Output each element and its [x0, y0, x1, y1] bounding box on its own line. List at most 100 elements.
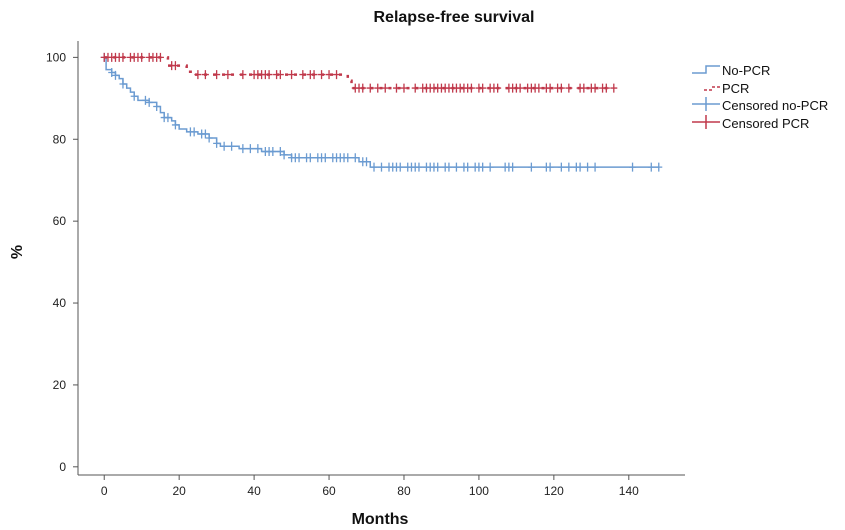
censor-mark-pcr: [213, 70, 221, 80]
censor-mark-no-pcr: [280, 150, 288, 160]
censor-mark-pcr: [276, 70, 284, 80]
legend-swatch-censored-pcr: [692, 115, 720, 129]
censor-mark-no-pcr: [584, 162, 592, 172]
series-layer: [100, 52, 663, 172]
censor-mark-pcr: [239, 70, 247, 80]
censor-mark-pcr: [325, 70, 333, 80]
legend-label-censored-no-pcr: Censored no-PCR: [722, 98, 828, 113]
axes: [77, 41, 685, 476]
x-tick-label: 120: [544, 484, 564, 498]
censor-mark-no-pcr: [445, 162, 453, 172]
censor-mark-no-pcr: [246, 144, 254, 154]
chart-title: Relapse-free survival: [374, 9, 535, 26]
y-tick-label: 20: [53, 378, 67, 392]
censor-mark-no-pcr: [306, 153, 314, 163]
censor-mark-no-pcr: [486, 162, 494, 172]
censor-mark-pcr: [224, 70, 232, 80]
censor-mark-no-pcr: [415, 162, 423, 172]
censor-mark-no-pcr: [213, 138, 221, 148]
x-axis-label: Months: [352, 511, 409, 528]
censor-mark-no-pcr: [576, 162, 584, 172]
censor-mark-pcr: [171, 61, 179, 71]
censor-mark-pcr: [374, 83, 382, 93]
censor-mark-pcr: [333, 70, 341, 80]
censor-mark-no-pcr: [370, 162, 378, 172]
censor-mark-no-pcr: [141, 95, 149, 105]
x-ticks: 0 20 40 60 80 100 120 140: [101, 475, 639, 498]
censor-mark-pcr: [156, 52, 164, 62]
censor-mark-no-pcr: [591, 162, 599, 172]
censor-mark-pcr: [400, 83, 408, 93]
x-tick-label: 0: [101, 484, 108, 498]
censor-mark-no-pcr: [363, 157, 371, 167]
censor-mark-no-pcr: [509, 162, 517, 172]
censor-mark-pcr: [201, 70, 209, 80]
y-tick-label: 80: [53, 132, 67, 146]
legend-swatch-pcr: [704, 86, 720, 91]
censor-mark-no-pcr: [164, 113, 172, 123]
censor-mark-no-pcr: [557, 162, 565, 172]
censor-mark-no-pcr: [344, 153, 352, 163]
series-pcr: [100, 52, 618, 93]
y-tick-label: 100: [46, 50, 66, 64]
censor-mark-no-pcr: [201, 129, 209, 139]
censor-mark-no-pcr: [629, 162, 637, 172]
censor-mark-pcr: [557, 83, 565, 93]
censor-mark-no-pcr: [396, 162, 404, 172]
y-tick-label: 60: [53, 214, 67, 228]
censor-mark-pcr: [138, 52, 146, 62]
censor-mark-no-pcr: [269, 147, 277, 157]
censor-mark-pcr: [610, 83, 618, 93]
censor-mark-no-pcr: [546, 162, 554, 172]
censor-mark-no-pcr: [130, 91, 138, 101]
censor-mark-no-pcr: [464, 162, 472, 172]
censor-mark-pcr: [318, 70, 326, 80]
censor-mark-no-pcr: [239, 144, 247, 154]
censor-mark-pcr: [288, 70, 296, 80]
legend-label-no-pcr: No-PCR: [722, 63, 770, 78]
censor-mark-pcr: [565, 83, 573, 93]
x-tick-label: 100: [469, 484, 489, 498]
legend-swatch-no-pcr: [692, 65, 720, 74]
x-tick-label: 40: [247, 484, 261, 498]
censor-mark-no-pcr: [145, 97, 153, 107]
legend-swatch-censored-no-pcr: [692, 97, 720, 111]
legend-label-pcr: PCR: [722, 81, 749, 96]
censor-mark-no-pcr: [153, 102, 161, 112]
censor-mark-pcr: [411, 83, 419, 93]
censor-mark-pcr: [546, 83, 554, 93]
y-axis-label: %: [9, 245, 26, 259]
censor-mark-no-pcr: [452, 162, 460, 172]
censor-mark-no-pcr: [321, 153, 329, 163]
y-ticks: 0 20 40 60 80 100: [46, 50, 78, 474]
censor-mark-pcr: [265, 70, 273, 80]
censor-mark-no-pcr: [205, 133, 213, 143]
censor-mark-no-pcr: [295, 153, 303, 163]
censor-mark-pcr: [479, 83, 487, 93]
x-tick-label: 80: [397, 484, 411, 498]
censor-mark-pcr: [602, 83, 610, 93]
censor-mark-no-pcr: [655, 162, 663, 172]
survival-curve-pcr: [104, 56, 614, 90]
x-tick-label: 20: [172, 484, 186, 498]
x-tick-label: 140: [619, 484, 639, 498]
censor-mark-no-pcr: [108, 68, 116, 78]
censor-mark-pcr: [392, 83, 400, 93]
censor-mark-no-pcr: [565, 162, 573, 172]
censor-mark-pcr: [381, 83, 389, 93]
censor-mark-no-pcr: [119, 79, 127, 89]
censor-mark-no-pcr: [647, 162, 655, 172]
censor-mark-no-pcr: [527, 162, 535, 172]
censor-mark-no-pcr: [434, 162, 442, 172]
survival-curve-no-pcr: [104, 56, 659, 168]
censor-mark-pcr: [467, 83, 475, 93]
censor-mark-pcr: [310, 70, 318, 80]
censor-mark-no-pcr: [190, 127, 198, 137]
censor-mark-pcr: [494, 83, 502, 93]
censor-mark-pcr: [299, 70, 307, 80]
y-tick-label: 0: [59, 460, 66, 474]
censor-mark-pcr: [194, 70, 202, 80]
legend: No-PCR PCR Censored no-PCR Censored PCR: [692, 63, 828, 131]
censor-mark-pcr: [591, 83, 599, 93]
